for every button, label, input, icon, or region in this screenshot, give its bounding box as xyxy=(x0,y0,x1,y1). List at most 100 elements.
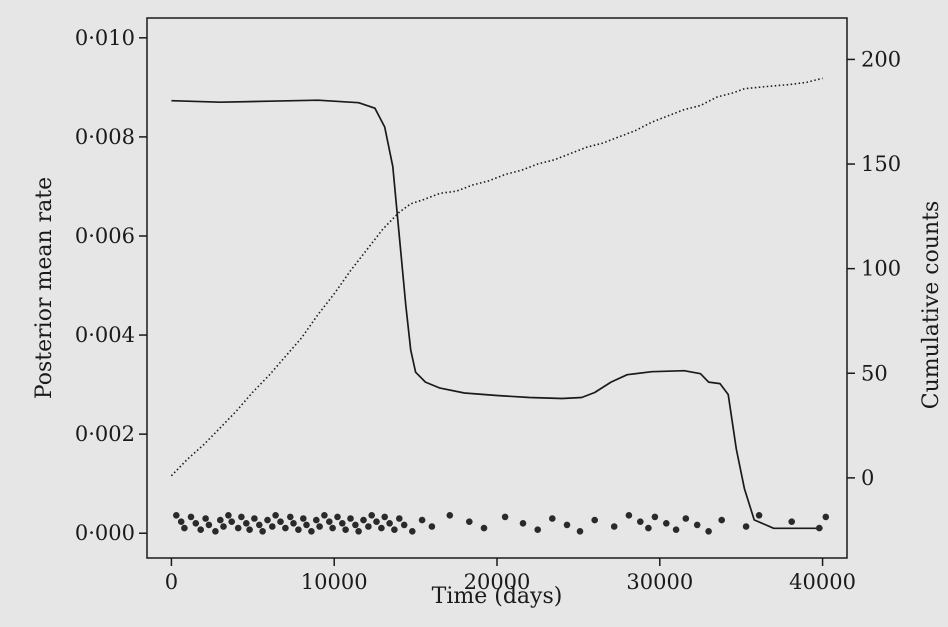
event-point xyxy=(419,517,426,524)
event-point xyxy=(391,526,398,533)
event-point xyxy=(197,526,204,533)
event-point xyxy=(466,518,473,525)
event-point xyxy=(788,518,795,525)
event-point xyxy=(246,526,253,533)
event-point xyxy=(520,520,527,527)
y2-tick-label: 50 xyxy=(861,361,888,385)
event-point xyxy=(220,523,227,530)
event-point xyxy=(295,526,302,533)
y-tick-label: 0·008 xyxy=(75,125,135,149)
event-point xyxy=(534,526,541,533)
y-tick-label: 0·000 xyxy=(75,521,135,545)
events-layer xyxy=(173,512,829,535)
y-tick-label: 0·010 xyxy=(75,26,135,50)
event-point xyxy=(326,518,333,525)
event-point xyxy=(238,514,245,521)
event-point xyxy=(673,526,680,533)
right-y-axis: 0 50 100 150 200 xyxy=(847,47,901,489)
event-point xyxy=(564,522,571,529)
event-point xyxy=(368,512,375,519)
event-point xyxy=(303,522,310,529)
event-point xyxy=(188,514,195,521)
event-point xyxy=(378,525,385,532)
event-point xyxy=(373,518,380,525)
event-point xyxy=(823,514,830,521)
event-point xyxy=(308,528,315,535)
y-tick-label: 0·006 xyxy=(75,224,135,248)
event-point xyxy=(577,528,584,535)
event-point xyxy=(277,518,284,525)
event-point xyxy=(611,523,618,530)
event-point xyxy=(355,528,362,535)
event-point xyxy=(173,512,180,519)
event-point xyxy=(202,515,209,522)
left-y-axis: 0·000 0·002 0·004 0·006 0·008 0·010 xyxy=(75,26,147,545)
event-point xyxy=(313,517,320,524)
event-point xyxy=(360,517,367,524)
event-point xyxy=(342,526,349,533)
event-point xyxy=(381,514,388,521)
event-point xyxy=(316,523,323,530)
event-point xyxy=(228,518,235,525)
left-y-axis-title: Posterior mean rate xyxy=(32,177,57,399)
cumulative-counts-line xyxy=(171,78,822,476)
event-point xyxy=(401,522,408,529)
event-point xyxy=(287,514,294,521)
event-point xyxy=(193,520,200,527)
event-point xyxy=(481,525,488,532)
event-point xyxy=(718,517,725,524)
event-point xyxy=(181,525,188,532)
event-point xyxy=(259,528,266,535)
event-point xyxy=(243,520,250,527)
event-point xyxy=(663,520,670,527)
event-point xyxy=(386,520,393,527)
event-point xyxy=(626,512,633,519)
event-point xyxy=(591,517,598,524)
event-point xyxy=(269,523,276,530)
event-point xyxy=(339,520,346,527)
event-point xyxy=(447,512,454,519)
event-point xyxy=(549,515,556,522)
event-point xyxy=(282,525,289,532)
series-layer xyxy=(171,78,822,528)
y2-tick-label: 150 xyxy=(861,152,901,176)
x-tick-label: 0 xyxy=(165,570,178,594)
event-point xyxy=(251,515,258,522)
event-point xyxy=(206,522,213,529)
event-point xyxy=(272,512,279,519)
event-point xyxy=(652,514,659,521)
posterior-mean-rate-line xyxy=(171,100,822,528)
event-point xyxy=(178,518,185,525)
event-point xyxy=(235,525,242,532)
event-point xyxy=(212,528,219,535)
x-tick-label: 40000 xyxy=(789,570,856,594)
y2-tick-label: 100 xyxy=(861,257,901,281)
event-point xyxy=(321,512,328,519)
event-point xyxy=(645,525,652,532)
x-tick-label: 30000 xyxy=(626,570,693,594)
event-point xyxy=(347,515,354,522)
event-point xyxy=(429,523,436,530)
event-point xyxy=(256,522,263,529)
event-point xyxy=(502,514,509,521)
event-point xyxy=(705,528,712,535)
event-point xyxy=(352,522,359,529)
y2-tick-label: 200 xyxy=(861,47,901,71)
y-tick-label: 0·002 xyxy=(75,422,135,446)
event-point xyxy=(683,515,690,522)
event-point xyxy=(816,525,823,532)
event-point xyxy=(694,522,701,529)
event-point xyxy=(756,512,763,519)
event-point xyxy=(264,517,271,524)
y-tick-label: 0·004 xyxy=(75,323,135,347)
event-point xyxy=(225,512,232,519)
event-point xyxy=(743,523,750,530)
event-point xyxy=(217,517,224,524)
event-point xyxy=(334,514,341,521)
x-axis-title: Time (days) xyxy=(432,584,563,609)
event-point xyxy=(637,518,644,525)
right-y-axis-title: Cumulative counts xyxy=(919,201,944,410)
event-point xyxy=(290,520,297,527)
event-point xyxy=(365,523,372,530)
